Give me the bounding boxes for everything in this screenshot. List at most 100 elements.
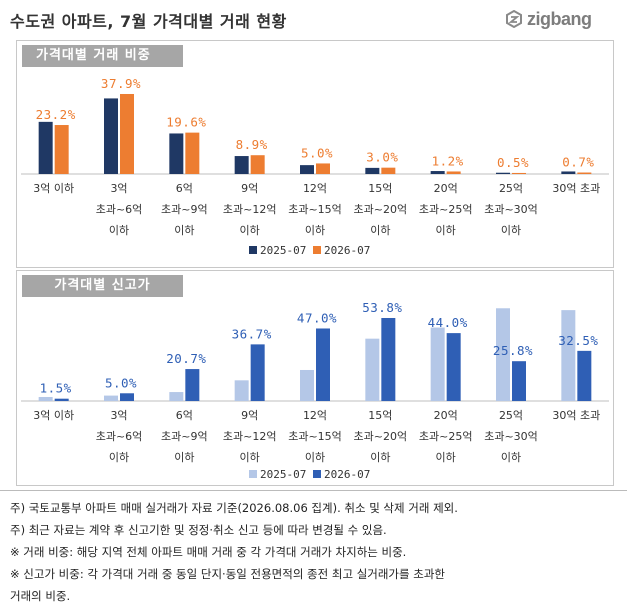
x-tick-label-5-3: 이하 (305, 223, 325, 237)
bar-2026-07-6 (381, 167, 396, 174)
bar-2025-07-2 (104, 98, 118, 174)
legend-label-2025-07: 2025-07 (260, 468, 306, 481)
x-tick-label-1-1: 3억 이하 (33, 181, 74, 195)
bar-2026-07-7 (446, 171, 461, 174)
data-label-5: 47.0% (297, 310, 337, 325)
bar-2025-07-7 (430, 171, 445, 174)
x-tick-label-3-1: 6억 (176, 182, 193, 195)
bar-2025-07-9 (561, 171, 576, 174)
x-tick-label-5-1: 12억 (303, 409, 327, 422)
zigbang-logo: zigbang (505, 8, 592, 30)
footnote-share-def: ※ 거래 비중: 해당 지역 전체 아파트 매매 거래 중 각 가격대 거래가 … (10, 545, 407, 559)
bar-2025-07-3 (169, 133, 184, 174)
x-tick-label-8-3: 이하 (501, 223, 521, 237)
data-label-4: 36.7% (232, 326, 272, 341)
x-tick-label-5-1: 12억 (303, 182, 327, 195)
data-label-2: 37.9% (101, 76, 141, 91)
x-tick-label-5-3: 이하 (305, 450, 325, 464)
legend-swatch-2026-07 (313, 246, 321, 254)
x-tick-label-7-2: 초과~25억 (419, 430, 473, 443)
data-label-4: 8.9% (236, 137, 268, 152)
bar-2026-07-4 (250, 155, 265, 174)
bar-2025-07-6 (365, 338, 380, 401)
x-tick-label-8-3: 이하 (501, 450, 521, 464)
data-label-7: 44.0% (428, 315, 468, 330)
x-tick-label-4-2: 초과~12억 (223, 203, 277, 216)
data-label-5: 5.0% (301, 145, 333, 160)
x-tick-label-7-1: 20억 (434, 409, 458, 422)
logo-text: zigbang (527, 8, 592, 29)
legend-swatch-2025-07 (249, 470, 257, 478)
x-tick-label-8-1: 25억 (499, 409, 523, 422)
data-label-9: 32.5% (558, 333, 598, 348)
x-tick-label-4-2: 초과~12억 (223, 430, 277, 443)
x-tick-label-2-2: 초과~6억 (96, 430, 143, 443)
x-tick-label-2-3: 이하 (109, 223, 129, 237)
x-tick-label-1-1: 3억 이하 (33, 408, 74, 422)
bar-2026-07-7 (446, 333, 461, 401)
footnote-source: 주) 국토교통부 아파트 매매 실거래가 자료 기준(2026.08.06 집계… (10, 501, 458, 515)
x-tick-label-7-3: 이하 (436, 223, 456, 237)
bar-2026-07-3 (185, 132, 200, 174)
data-label-8: 0.5% (497, 155, 529, 170)
legend-swatch-2025-07 (249, 246, 257, 254)
bar-2026-07-8 (512, 172, 526, 174)
x-tick-label-2-1: 3억 (110, 182, 127, 195)
x-tick-label-9-1: 30억 초과 (552, 409, 600, 422)
footnotes: 주) 국토교통부 아파트 매매 실거래가 자료 기준(2026.08.06 집계… (10, 497, 620, 607)
x-tick-label-2-2: 초과~6억 (96, 203, 143, 216)
bar-2025-07-8 (496, 308, 510, 401)
notes-divider (0, 490, 627, 491)
x-tick-label-8-2: 초과~30억 (484, 430, 538, 443)
x-tick-label-4-3: 이하 (240, 223, 260, 237)
bar-2026-07-1 (54, 125, 69, 174)
bar-2025-07-4 (234, 380, 249, 401)
bar-2026-07-3 (185, 369, 200, 401)
bar-2025-07-9 (561, 310, 576, 401)
data-label-8: 25.8% (493, 343, 533, 358)
x-tick-label-6-2: 초과~20억 (354, 430, 408, 443)
data-label-7: 1.2% (432, 153, 464, 168)
data-label-6: 53.8% (362, 300, 402, 315)
bar-2026-07-2 (120, 93, 134, 174)
bar-2025-07-7 (430, 327, 445, 401)
bar-2025-07-8 (496, 172, 510, 174)
footnote-newhigh-def-cont: 거래의 비중. (10, 589, 71, 603)
x-tick-label-6-3: 이하 (370, 450, 390, 464)
x-tick-label-3-1: 6억 (176, 409, 193, 422)
bar-2026-07-5 (316, 163, 330, 174)
share-chart-title: 가격대별 거래 비중 (22, 45, 183, 67)
legend-label-2026-07: 2026-07 (324, 468, 370, 481)
legend-label-2025-07: 2025-07 (260, 244, 306, 257)
bar-2025-07-1 (38, 121, 53, 174)
bar-2025-07-5 (300, 369, 314, 401)
bar-2026-07-4 (250, 344, 265, 401)
bar-2025-07-2 (104, 395, 118, 401)
x-tick-label-8-2: 초과~30억 (484, 203, 538, 216)
x-tick-label-3-3: 이하 (174, 223, 194, 237)
data-label-6: 3.0% (366, 150, 398, 165)
bar-2026-07-8 (512, 361, 526, 401)
newhigh-chart-panel: 가격대별 신고가 1.5% 3억 이하 5.0% 3억 초과~6억 이하 20.7% 6억 초과… (16, 270, 614, 486)
data-label-9: 0.7% (562, 155, 594, 170)
bar-2026-07-9 (577, 350, 592, 401)
x-tick-label-7-2: 초과~25억 (419, 203, 473, 216)
data-label-2: 5.0% (105, 375, 137, 390)
x-tick-label-5-2: 초과~15억 (288, 203, 342, 216)
bar-2025-07-4 (234, 156, 249, 174)
x-tick-label-4-1: 9억 (241, 409, 258, 422)
data-label-3: 19.6% (166, 115, 206, 130)
data-label-1: 23.2% (36, 107, 76, 122)
bar-2026-07-2 (120, 393, 134, 401)
x-tick-label-7-3: 이하 (436, 450, 456, 464)
bar-2025-07-1 (38, 396, 53, 401)
bar-2026-07-1 (54, 398, 69, 401)
bar-2025-07-5 (300, 165, 314, 174)
bar-2026-07-5 (316, 328, 330, 401)
x-tick-label-8-1: 25억 (499, 182, 523, 195)
x-tick-label-3-2: 초과~9억 (161, 203, 208, 216)
newhigh-chart-title: 가격대별 신고가 (22, 275, 183, 297)
bar-2025-07-3 (169, 392, 184, 401)
